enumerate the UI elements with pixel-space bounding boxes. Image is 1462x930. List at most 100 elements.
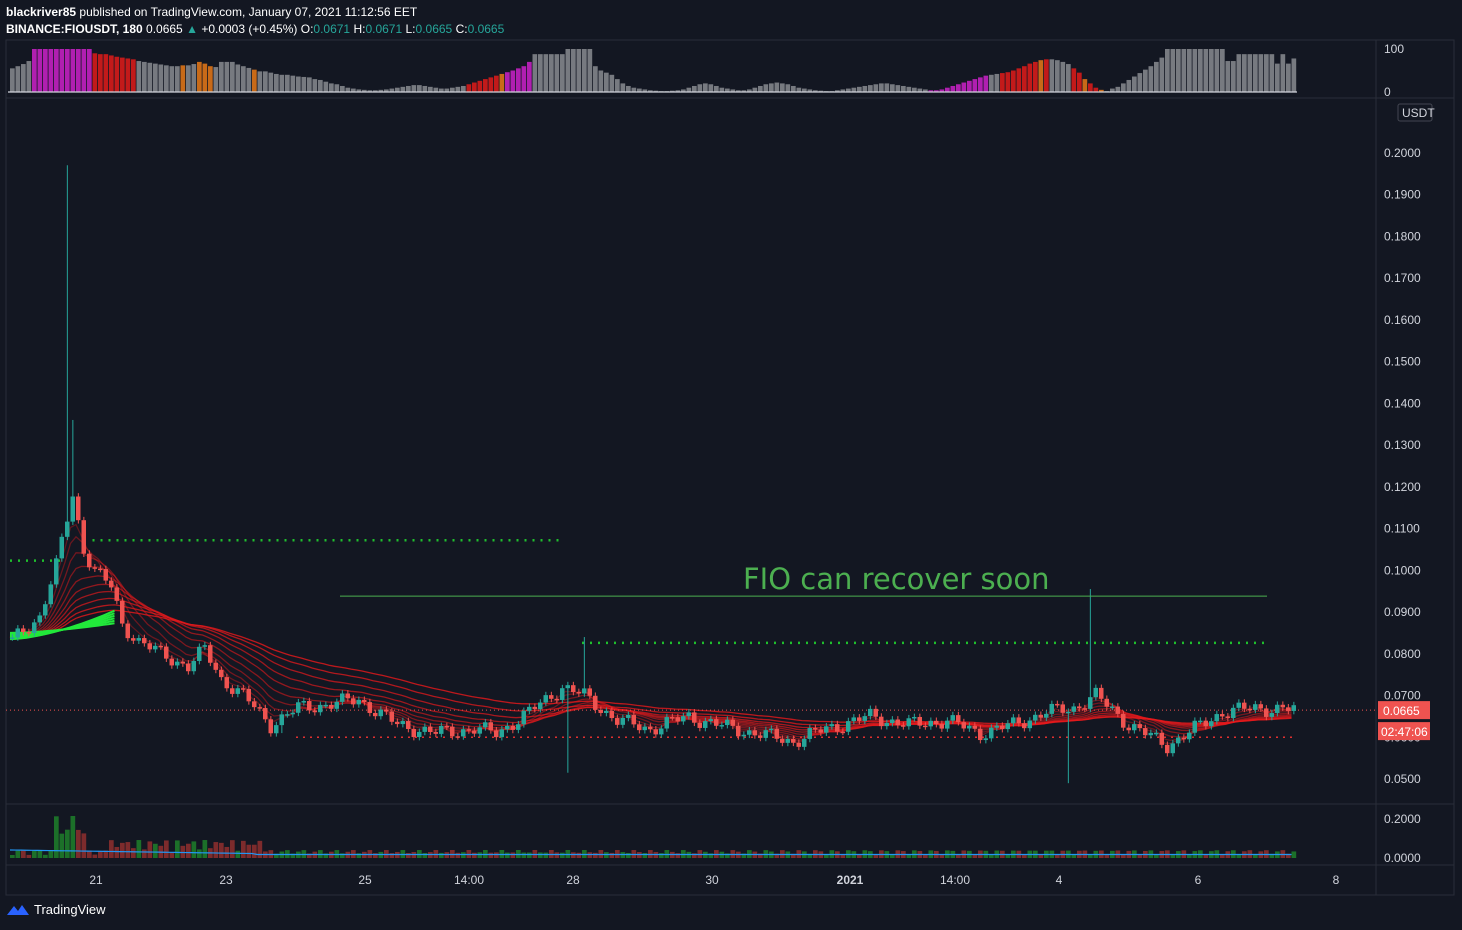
oscillator-bar bbox=[604, 72, 609, 92]
candle-body bbox=[499, 729, 504, 738]
price-tick-label: 0.1200 bbox=[1384, 480, 1421, 494]
oscillator-bar bbox=[1181, 49, 1187, 92]
candle-body bbox=[461, 729, 466, 737]
oscillator-bar bbox=[1170, 49, 1176, 92]
oscillator-bar bbox=[670, 90, 675, 92]
oscillator-bar bbox=[967, 80, 972, 92]
candle-body bbox=[109, 580, 114, 588]
candle-body bbox=[301, 701, 306, 703]
oscillator-bar bbox=[565, 49, 571, 92]
time-tick-label: 30 bbox=[705, 873, 719, 887]
candle-body bbox=[219, 669, 224, 678]
volume-bar bbox=[692, 853, 697, 858]
oscillator-bar bbox=[1071, 68, 1077, 92]
oscillator-bar bbox=[1225, 61, 1231, 92]
oscillator-bar bbox=[1132, 76, 1137, 92]
candle-body bbox=[246, 688, 251, 702]
axis-unit-tag[interactable] bbox=[1397, 103, 1433, 122]
volume-bar bbox=[675, 853, 681, 858]
oscillator-bar bbox=[835, 90, 840, 92]
oscillator-bar bbox=[989, 74, 994, 92]
volume-bar bbox=[186, 843, 191, 858]
candle-body bbox=[879, 716, 884, 727]
candle-body bbox=[1181, 737, 1186, 740]
oscillator-bar bbox=[197, 61, 202, 92]
oscillator-bar bbox=[851, 87, 857, 92]
oscillator-bar bbox=[1159, 57, 1165, 92]
volume-bar bbox=[439, 852, 444, 858]
price-change: +0.0003 (+0.45%) bbox=[201, 22, 298, 36]
oscillator-bar bbox=[483, 79, 488, 92]
price-tick-label: 0.1800 bbox=[1384, 229, 1421, 243]
open-label: O: bbox=[300, 22, 314, 36]
candle-body bbox=[983, 738, 988, 741]
candle-body bbox=[895, 719, 900, 726]
volume-bar bbox=[136, 840, 142, 858]
candle-body bbox=[54, 558, 59, 585]
oscillator-bar bbox=[340, 85, 345, 92]
oscillator-bar bbox=[879, 83, 884, 92]
oscillator-bar bbox=[554, 54, 560, 92]
volume-bar bbox=[972, 854, 978, 858]
volume-bar bbox=[873, 854, 879, 858]
oscillator-bar bbox=[362, 89, 367, 92]
oscillator-bar bbox=[15, 66, 21, 92]
candle-body bbox=[318, 704, 323, 713]
candle-body bbox=[439, 725, 444, 734]
oscillator-bar bbox=[1220, 49, 1225, 92]
volume-bar bbox=[87, 850, 92, 858]
candle-body bbox=[780, 738, 785, 743]
oscillator-bar bbox=[59, 49, 65, 92]
oscillator-bar bbox=[1165, 49, 1170, 92]
oscillator-bar bbox=[37, 49, 43, 92]
oscillator-bar bbox=[296, 76, 301, 92]
symbol-info: BINANCE:FIOUSDT, 180 0.0665 ▲ +0.0003 (+… bbox=[6, 22, 504, 36]
oscillator-bar bbox=[758, 85, 763, 92]
low-label: L: bbox=[405, 22, 416, 36]
time-tick-label: 8 bbox=[1333, 873, 1340, 887]
oscillator-bar bbox=[1005, 72, 1011, 92]
symbol-label[interactable]: BINANCE:FIOUSDT, 180 bbox=[6, 22, 143, 36]
candle-body bbox=[59, 536, 64, 559]
volume-bar bbox=[241, 840, 246, 858]
oscillator-bar bbox=[1060, 61, 1066, 92]
chart-frame bbox=[5, 39, 1455, 896]
candle-body bbox=[752, 730, 757, 736]
candle-body bbox=[796, 742, 801, 747]
candle-body bbox=[307, 701, 312, 711]
volume-bar bbox=[521, 852, 527, 858]
candle-body bbox=[835, 724, 840, 732]
oscillator-bar bbox=[582, 49, 587, 92]
ribbon-line bbox=[9, 565, 1292, 738]
time-tick-label: 21 bbox=[89, 873, 103, 887]
oscillator-bar bbox=[1110, 88, 1115, 92]
oscillator-bar bbox=[719, 87, 725, 92]
price-tick-label: 0.1300 bbox=[1384, 438, 1421, 452]
oscillator-bar bbox=[736, 90, 741, 92]
oscillator-bar bbox=[890, 84, 895, 92]
candle-body bbox=[378, 709, 383, 717]
candle-body bbox=[884, 723, 889, 727]
volume-tick-label: 0.2000 bbox=[1384, 812, 1421, 826]
candle-body bbox=[934, 720, 939, 725]
candle-body bbox=[279, 714, 284, 726]
candle-body bbox=[730, 719, 735, 726]
volume-bar bbox=[455, 852, 461, 858]
candle-body bbox=[186, 663, 191, 672]
oscillator-bar bbox=[598, 70, 604, 92]
candle-body bbox=[334, 701, 339, 709]
candle-body bbox=[158, 645, 163, 648]
oscillator-bar bbox=[65, 49, 70, 92]
candle-body bbox=[103, 569, 108, 581]
oscillator-bar bbox=[395, 87, 400, 92]
candle-body bbox=[906, 718, 911, 727]
oscillator-bar bbox=[549, 54, 554, 92]
oscillator-bar bbox=[1203, 49, 1209, 92]
tradingview-footer[interactable]: TradingView bbox=[6, 902, 106, 917]
publisher-name[interactable]: blackriver85 bbox=[6, 5, 77, 19]
oscillator-bar bbox=[158, 64, 164, 92]
price-tick-label: 0.1500 bbox=[1384, 355, 1421, 369]
candle-body bbox=[1203, 720, 1208, 727]
oscillator-bar bbox=[373, 90, 378, 92]
